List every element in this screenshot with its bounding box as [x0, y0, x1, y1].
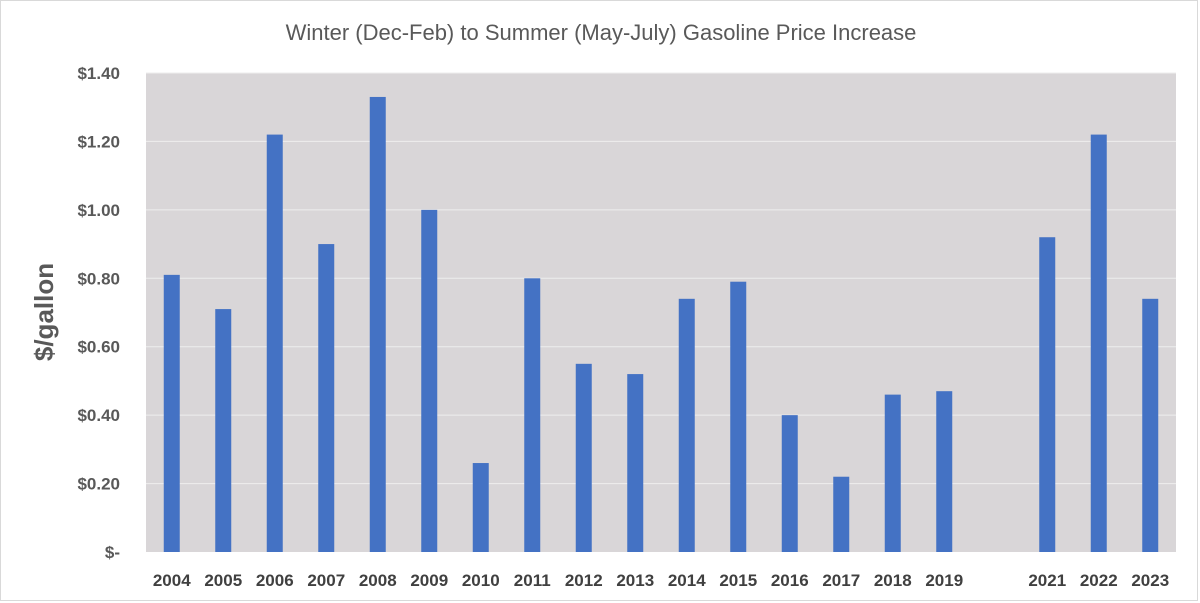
y-tick-label: $0.60: [77, 338, 120, 357]
y-tick-label: $1.40: [77, 64, 120, 83]
x-tick-label: 2018: [874, 571, 912, 590]
x-tick-label: 2021: [1028, 571, 1066, 590]
x-tick-label: 2016: [771, 571, 809, 590]
x-tick-label: 2006: [256, 571, 294, 590]
bar-2008: [369, 96, 386, 552]
x-tick-label: 2008: [359, 571, 397, 590]
y-axis-label: $/gallon: [29, 263, 59, 361]
x-tick-label: 2014: [668, 571, 706, 590]
y-tick-label: $-: [105, 543, 120, 562]
bar-2019: [936, 391, 953, 552]
bar-2011: [524, 278, 541, 552]
bar-2004: [163, 274, 180, 552]
x-axis-ticks: 2004 2005 2006 2007 2008 2009 2010 2011 2012 2013…: [153, 571, 1169, 590]
bar-2017: [833, 476, 850, 552]
gridlines: [146, 72, 1176, 485]
x-tick-label: 2007: [307, 571, 345, 590]
plot-area: [146, 73, 1176, 552]
x-tick-label: 2019: [925, 571, 963, 590]
x-tick-label: 2005: [204, 571, 242, 590]
bar-2018: [884, 394, 901, 552]
x-tick-label: 2015: [719, 571, 757, 590]
bar-2014: [678, 298, 695, 552]
y-tick-label: $1.00: [77, 201, 120, 220]
x-tick-label: 2013: [616, 571, 654, 590]
y-tick-label: $0.20: [77, 475, 120, 494]
x-tick-label: 2012: [565, 571, 603, 590]
x-tick-label: 2017: [822, 571, 860, 590]
bar-2023: [1142, 298, 1159, 552]
bar-2005: [215, 309, 232, 552]
bar-2016: [781, 415, 798, 552]
x-tick-label: 2004: [153, 571, 191, 590]
x-tick-label: 2010: [462, 571, 500, 590]
y-axis-ticks: $- $0.20 $0.40 $0.60 $0.80 $1.00 $1.20 $1.40: [77, 64, 120, 562]
bar-2021: [1039, 237, 1056, 552]
chart-title: Winter (Dec-Feb) to Summer (May-July) Ga…: [286, 20, 917, 45]
bar-2013: [627, 374, 644, 552]
x-tick-label: 2022: [1080, 571, 1118, 590]
bar-2012: [575, 363, 592, 552]
bar-2010: [472, 463, 489, 552]
x-tick-label: 2023: [1131, 571, 1169, 590]
bars: [163, 96, 1159, 553]
x-tick-label: 2009: [410, 571, 448, 590]
y-tick-label: $0.40: [77, 406, 120, 425]
bar-2022: [1090, 134, 1107, 553]
bar-2015: [730, 281, 747, 552]
bar-2007: [318, 244, 335, 553]
x-tick-label: 2011: [514, 571, 551, 590]
bar-2006: [266, 134, 283, 553]
bar-2009: [421, 209, 438, 552]
y-tick-label: $1.20: [77, 132, 120, 151]
y-tick-label: $0.80: [77, 269, 120, 288]
